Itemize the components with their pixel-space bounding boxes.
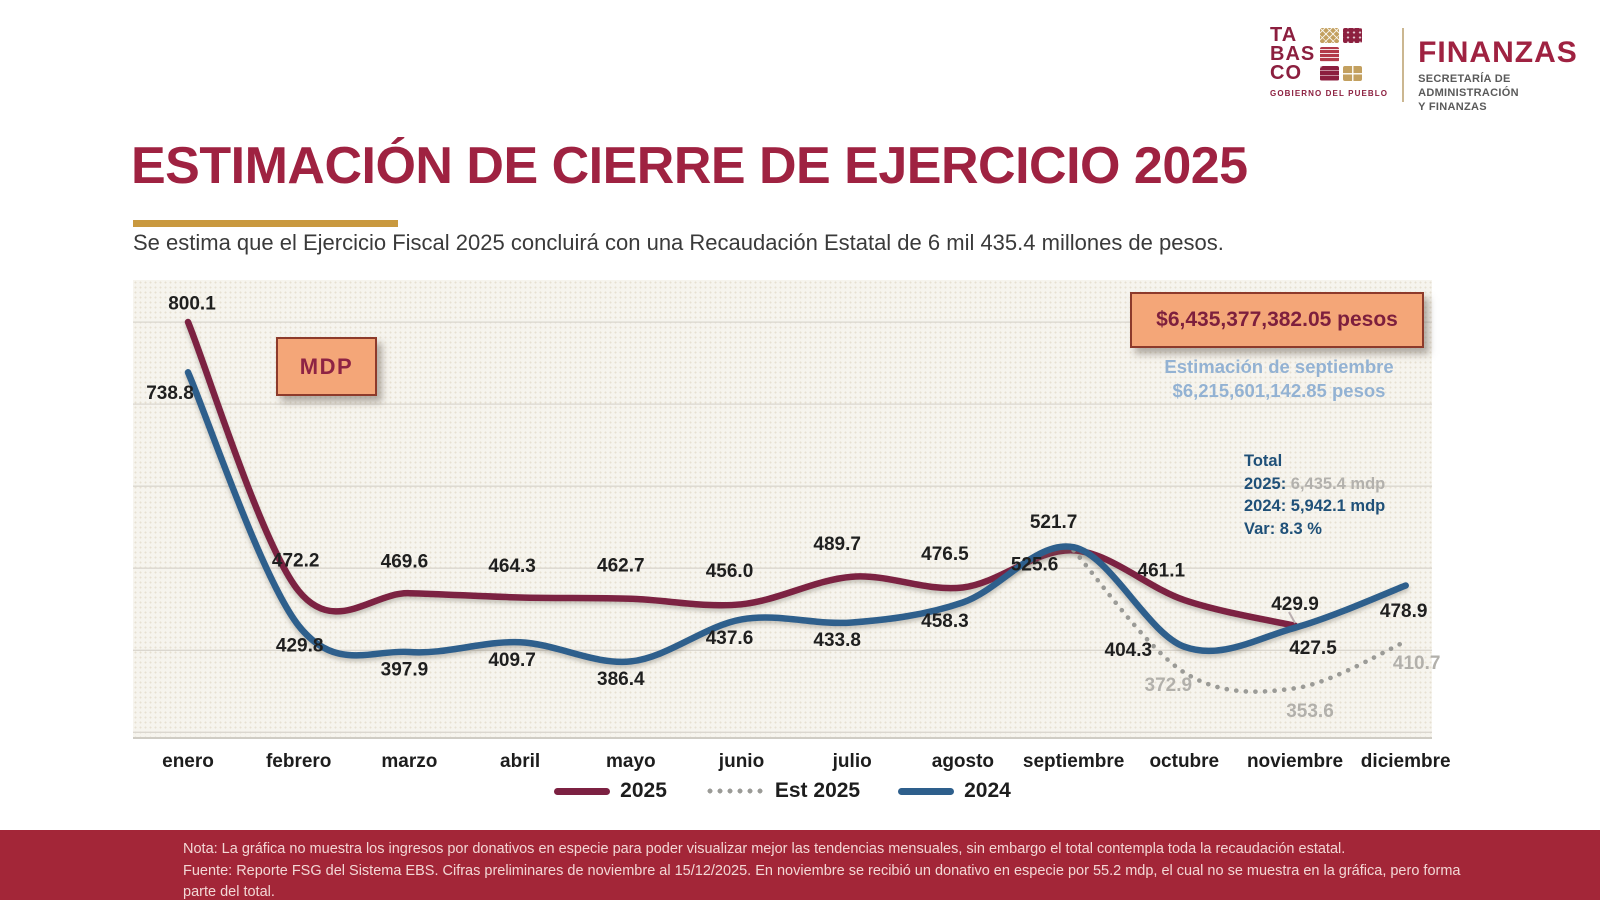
label-leader-line [1288,611,1296,624]
totals-annotation: Total 2025: 6,435.4 mdp 2024: 5,942.1 md… [1244,450,1385,540]
totals-var-row: Var: 8.3 % [1244,519,1322,538]
point-label-2025-enero: 800.1 [168,294,216,315]
legend-item-est-2025: Est 2025 [704,779,860,803]
footer-note-band: Nota: La gráfica no muestra los ingresos… [0,830,1600,900]
point-label-2025-septiembre: 521.7 [1030,512,1078,533]
month-label-septiembre: septiembre [1022,751,1125,772]
point-label-2024-noviembre: 427.5 [1289,638,1337,659]
point-label-2024-diciembre: 478.9 [1380,601,1428,622]
point-label-2024-junio: 437.6 [706,628,754,649]
point-label-2024-abril: 409.7 [488,650,536,671]
point-label-est-2025-octubre: 372.9 [1145,675,1193,696]
tabasco-glyph-icon [1320,66,1339,81]
point-label-2025-agosto: 476.5 [921,544,969,565]
point-label-2025-julio: 489.7 [813,534,861,555]
footer-source: Fuente: Reporte FSG del Sistema EBS. Cif… [183,862,1461,900]
series-line-2024 [184,369,1409,666]
point-label-2025-febrero: 472.2 [272,551,320,572]
tabasco-logo-text: BAS [1270,43,1316,65]
month-label-julio: julio [832,751,872,772]
month-label-marzo: marzo [381,751,438,772]
point-label-est-2025-noviembre: 353.6 [1286,701,1334,722]
point-label-2025-junio: 456.0 [706,561,754,582]
header-logos: TA BAS CO GOBIERNO DEL PUEBLO FINANZAS S… [1270,24,1598,114]
finanzas-sub-line1: SECRETARÍA DE ADMINISTRACIÓN [1418,73,1519,99]
point-label-2025-octubre: 461.1 [1138,561,1186,582]
point-label-est-2025-diciembre: 410.7 [1393,653,1441,674]
gobierno-del-pueblo-tagline: GOBIERNO DEL PUEBLO [1270,89,1389,98]
tabasco-logo-text: TA [1270,24,1298,46]
tabasco-glyph-icon [1343,28,1362,43]
series-line-est-2025 [1071,548,1408,694]
totals-2024-row: 2024: 5,942.1 mdp [1244,497,1386,515]
month-label-octubre: octubre [1149,751,1220,772]
tabasco-logo-text: CO [1270,62,1302,84]
month-label-febrero: febrero [265,751,332,772]
closing-estimate-box: $6,435,377,382.05 pesos [1130,292,1424,348]
point-label-2024-octubre: 404.3 [1105,640,1153,661]
point-label-2025-marzo: 469.6 [381,552,429,573]
point-label-2025-abril: 464.3 [488,556,536,577]
legend-swatch-est-2025 [704,788,765,794]
series-line-2025 [184,318,1299,629]
chart-legend: 2025 Est 2025 2024 [133,779,1432,803]
footer-note: Nota: La gráfica no muestra los ingresos… [183,841,1346,857]
point-label-2025-noviembre: 429.9 [1271,594,1319,615]
title-accent-bar [133,220,398,227]
unit-label-box: MDP [276,337,377,396]
point-label-2024-agosto: 458.3 [921,611,969,632]
tabasco-glyph-icon [1320,47,1339,62]
month-label-mayo: mayo [605,751,656,772]
point-label-2024-marzo: 397.9 [381,660,429,681]
line-chart: 800.1 472.2 469.6 464.3 462.7 456.0 489.7 476.5… [133,294,1440,733]
point-label-2024-febrero: 429.8 [276,635,324,656]
point-label-2024-julio: 433.8 [813,630,861,651]
legend-swatch-2024 [898,787,955,795]
x-axis: enero febrero marzo abril mayo junio julio agos… [133,748,1450,776]
month-label-diciembre: diciembre [1360,751,1451,772]
finanzas-wordmark: FINANZAS [1418,36,1578,69]
legend-item-2025: 2025 [554,779,667,803]
tabasco-glyph-icon [1320,28,1339,43]
point-label-2024-mayo: 386.4 [597,669,645,690]
tabasco-logo: TA BAS CO GOBIERNO DEL PUEBLO [1270,24,1389,98]
month-label-agosto: agosto [931,751,995,772]
september-estimate-note: Estimación de septiembre $6,215,601,142.… [1119,355,1439,403]
legend-item-2024: 2024 [898,779,1011,803]
legend-swatch-2025 [554,787,611,795]
tabasco-glyph-icon [1343,66,1362,81]
point-label-2025-mayo: 462.7 [597,555,645,576]
month-label-noviembre: noviembre [1246,751,1344,772]
month-label-enero: enero [162,751,214,772]
month-label-abril: abril [500,751,541,772]
logo-divider [1402,28,1405,102]
point-label-2024-enero: 738.8 [146,383,194,404]
month-label-junio: junio [718,751,765,772]
totals-title: Total [1244,452,1283,470]
september-estimate-line2: $6,215,601,142.85 pesos [1172,380,1386,401]
point-label-2024-septiembre: 525.6 [1011,555,1059,576]
finanzas-logo: FINANZAS SECRETARÍA DE ADMINISTRACIÓN Y … [1418,26,1598,114]
page-title: ESTIMACIÓN DE CIERRE DE EJERCICIO 2025 [131,137,1248,195]
september-estimate-line1: Estimación de septiembre [1164,356,1394,377]
finanzas-sub-line2: Y FINANZAS [1418,101,1487,113]
subtitle: Se estima que el Ejercicio Fiscal 2025 c… [133,230,1224,255]
totals-2025-row: 2025: 6,435.4 mdp [1244,474,1386,493]
